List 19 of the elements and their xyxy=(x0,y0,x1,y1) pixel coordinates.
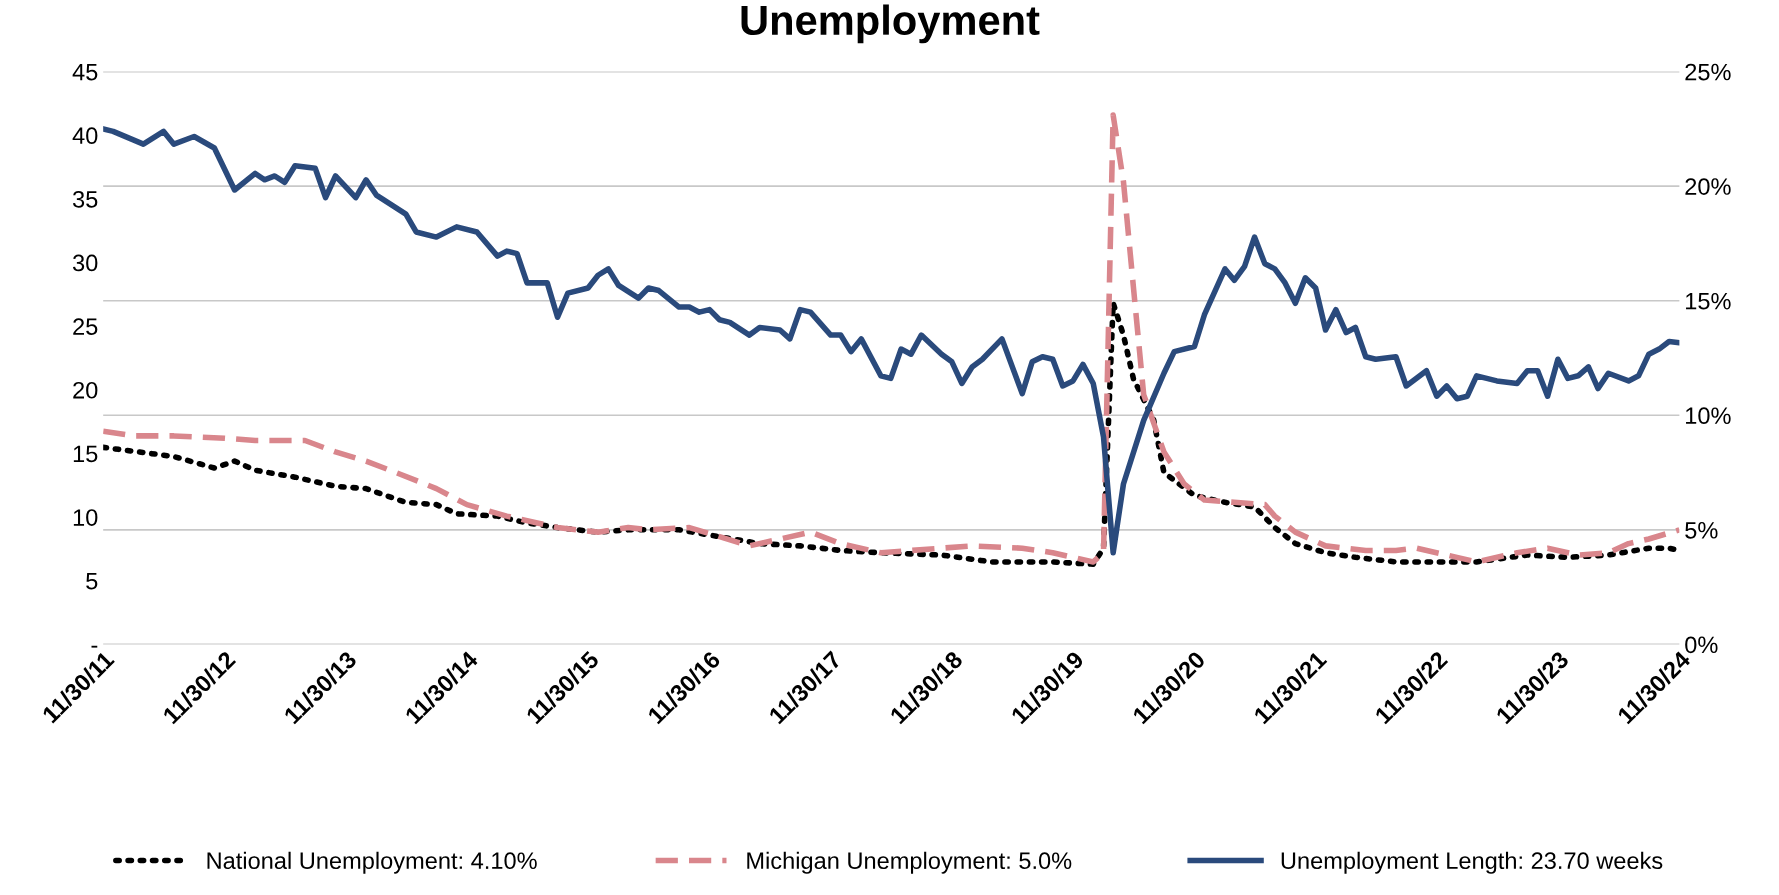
y2-tick-label: 5% xyxy=(1685,522,1718,539)
chart-title: Unemployment xyxy=(741,4,1040,44)
legend-label: Michigan Unemployment: 5.0% xyxy=(747,851,1072,874)
y-tick-label: 15 xyxy=(73,445,98,463)
y-tick-label: 35 xyxy=(72,190,98,208)
y-tick-label: 5 xyxy=(86,573,98,590)
y-tick-label: 30 xyxy=(72,254,98,272)
y2-tick-label: 10% xyxy=(1686,407,1731,425)
y2-tick-label: 25% xyxy=(1685,63,1731,81)
y-tick-label: 45 xyxy=(72,63,98,81)
y-tick-label: 25 xyxy=(73,318,98,335)
y-tick-label: 20 xyxy=(73,381,98,399)
legend-label: National Unemployment: 4.10% xyxy=(207,851,537,874)
legend-label: Unemployment Length: 23.70 weeks xyxy=(1281,851,1663,874)
y2-tick-label: 20% xyxy=(1685,178,1731,195)
y-tick-label: - xyxy=(91,645,98,648)
y-tick-label: 40 xyxy=(72,127,98,145)
y-tick-label: 10 xyxy=(73,509,98,526)
y2-tick-label: 15% xyxy=(1686,292,1731,310)
